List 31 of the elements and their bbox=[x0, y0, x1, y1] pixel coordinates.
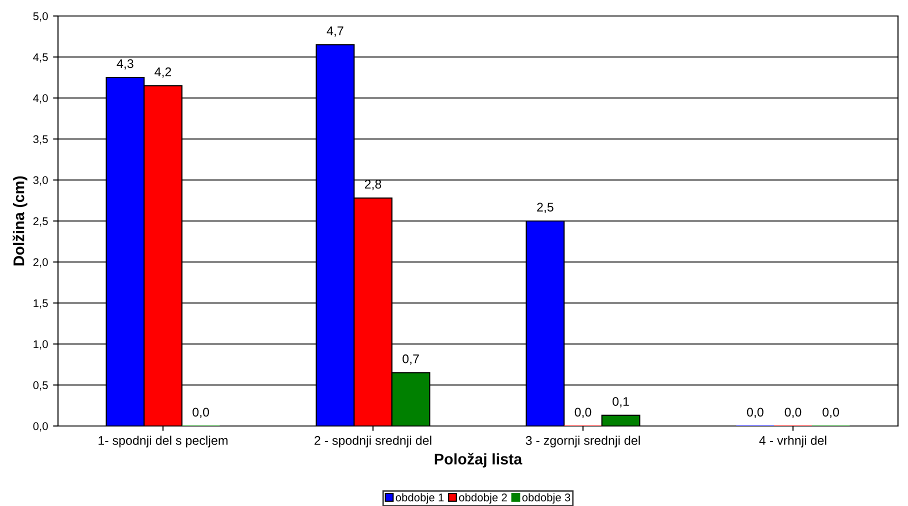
data-label: 0,0 bbox=[574, 408, 592, 418]
x-tick-label: 1- spodnji del s pecljem bbox=[98, 436, 228, 448]
data-label: 0,0 bbox=[747, 408, 764, 418]
y-tick-label: 1,5 bbox=[34, 299, 48, 308]
y-tick-label: 4,0 bbox=[33, 94, 48, 104]
data-label: 0,7 bbox=[402, 354, 419, 365]
data-label: 0,1 bbox=[612, 397, 629, 408]
y-tick-label: 4,5 bbox=[33, 53, 48, 62]
x-tick-label: 3 - zgornji srednji del bbox=[526, 436, 640, 448]
y-tick-label: 0,0 bbox=[33, 422, 48, 432]
data-label: 0,0 bbox=[784, 408, 802, 418]
legend-label: obdobje 2 bbox=[459, 493, 507, 504]
y-tick-label: 0,5 bbox=[33, 381, 48, 390]
y-axis-title: Dolžina (cm) bbox=[12, 176, 28, 266]
x-tick-label: 4 - vrhnji del bbox=[759, 436, 826, 448]
data-label: 0,0 bbox=[822, 408, 839, 418]
data-label: 4,3 bbox=[116, 59, 134, 70]
data-label: 4,2 bbox=[154, 67, 172, 78]
data-label: 2,5 bbox=[537, 202, 554, 214]
y-tick-label: 3,5 bbox=[33, 135, 48, 144]
data-label: 4,7 bbox=[326, 26, 344, 37]
y-tick-label: 5,0 bbox=[33, 12, 48, 22]
x-axis-title: Položaj lista bbox=[434, 452, 522, 468]
y-tick-label: 1,0 bbox=[34, 340, 48, 350]
y-tick-label: 2,0 bbox=[33, 258, 48, 268]
x-tick-label: 2 - spodnji srednji del bbox=[314, 436, 432, 448]
legend-label: obdobje 3 bbox=[522, 493, 570, 504]
data-label: 0,0 bbox=[192, 408, 209, 418]
legend-label: obdobje 1 bbox=[396, 493, 444, 504]
y-tick-label: 3,0 bbox=[33, 176, 48, 186]
y-tick-label: 2,5 bbox=[33, 217, 48, 226]
